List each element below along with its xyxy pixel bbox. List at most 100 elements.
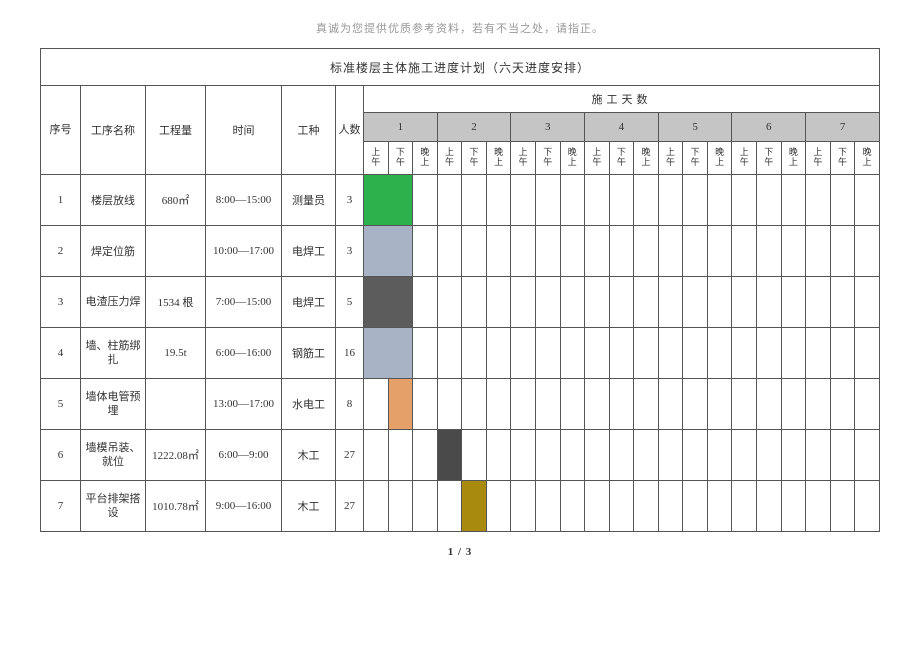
gantt-cell (486, 379, 511, 430)
table-row: 6墙模吊装、就位1222.08㎡6:00—9:00木工27 (41, 430, 880, 481)
gantt-cell (830, 277, 855, 328)
header-note: 真诚为您提供优质参考资料，若有不当之处，请指正。 (40, 20, 880, 36)
gantt-cell (535, 175, 560, 226)
cell-seq: 2 (41, 226, 81, 277)
cell-seq: 5 (41, 379, 81, 430)
gantt-cell (486, 175, 511, 226)
table-row: 1楼层放线680㎡8:00—15:00测量员3 (41, 175, 880, 226)
cell-time: 6:00—9:00 (206, 430, 282, 481)
gantt-cell (806, 277, 831, 328)
slot-header: 晚上 (560, 142, 585, 175)
slot-header: 上午 (585, 142, 610, 175)
cell-name: 电渣压力焊 (81, 277, 146, 328)
cell-qty (146, 226, 206, 277)
gantt-cell (806, 430, 831, 481)
table-row: 4墙、柱筋绑扎19.5t6:00—16:00钢筋工16 (41, 328, 880, 379)
gantt-cell (683, 481, 708, 532)
day-header: 3 (511, 113, 585, 142)
gantt-cell (609, 226, 634, 277)
gantt-cell (535, 328, 560, 379)
gantt-cell (609, 328, 634, 379)
gantt-cell (437, 328, 462, 379)
cell-people: 27 (336, 481, 364, 532)
slot-header: 下午 (462, 142, 487, 175)
gantt-cell (535, 379, 560, 430)
schedule-table: 标准楼层主体施工进度计划（六天进度安排） 序号 工序名称 工程量 时间 工种 人… (40, 48, 880, 532)
gantt-cell (609, 379, 634, 430)
gantt-bar (364, 175, 413, 226)
cell-work: 测量员 (282, 175, 336, 226)
gantt-cell (757, 379, 782, 430)
col-work: 工种 (282, 86, 336, 175)
page-number: 1 / 3 (40, 546, 880, 558)
gantt-cell (732, 277, 757, 328)
gantt-cell (781, 481, 806, 532)
gantt-cell (560, 226, 585, 277)
gantt-cell (658, 175, 683, 226)
gantt-cell (511, 430, 536, 481)
cell-work: 水电工 (282, 379, 336, 430)
cell-seq: 1 (41, 175, 81, 226)
gantt-cell (757, 430, 782, 481)
gantt-bar (364, 226, 413, 277)
gantt-cell (806, 379, 831, 430)
gantt-cell (781, 328, 806, 379)
cell-name: 墙体电管预埋 (81, 379, 146, 430)
gantt-cell (535, 430, 560, 481)
cell-seq: 3 (41, 277, 81, 328)
cell-work: 钢筋工 (282, 328, 336, 379)
gantt-cell (609, 277, 634, 328)
gantt-cell (781, 226, 806, 277)
gantt-cell (364, 481, 389, 532)
slot-header: 上午 (511, 142, 536, 175)
slot-header: 上午 (658, 142, 683, 175)
day-header: 4 (585, 113, 659, 142)
gantt-cell (781, 430, 806, 481)
cell-time: 13:00—17:00 (206, 379, 282, 430)
gantt-cell (511, 175, 536, 226)
cell-seq: 6 (41, 430, 81, 481)
gantt-cell (707, 430, 732, 481)
slot-header: 下午 (830, 142, 855, 175)
gantt-cell (806, 226, 831, 277)
gantt-bar (437, 430, 462, 481)
cell-time: 6:00—16:00 (206, 328, 282, 379)
gantt-cell (585, 379, 610, 430)
gantt-cell (560, 277, 585, 328)
cell-people: 3 (336, 226, 364, 277)
gantt-cell (855, 379, 880, 430)
gantt-cell (707, 277, 732, 328)
gantt-cell (806, 481, 831, 532)
cell-time: 8:00—15:00 (206, 175, 282, 226)
gantt-cell (634, 430, 659, 481)
slot-header: 晚上 (707, 142, 732, 175)
day-header: 7 (806, 113, 880, 142)
gantt-cell (732, 226, 757, 277)
gantt-cell (634, 481, 659, 532)
gantt-cell (781, 277, 806, 328)
cell-name: 墙、柱筋绑扎 (81, 328, 146, 379)
cell-qty: 19.5t (146, 328, 206, 379)
gantt-cell (462, 277, 487, 328)
days-caption: 施工天数 (364, 86, 880, 113)
gantt-cell (683, 175, 708, 226)
gantt-cell (364, 379, 389, 430)
gantt-cell (732, 430, 757, 481)
gantt-cell (511, 277, 536, 328)
cell-work: 电焊工 (282, 277, 336, 328)
cell-people: 3 (336, 175, 364, 226)
gantt-cell (486, 430, 511, 481)
cell-work: 木工 (282, 430, 336, 481)
gantt-cell (585, 226, 610, 277)
gantt-cell (388, 481, 413, 532)
gantt-cell (830, 328, 855, 379)
slot-header: 上午 (732, 142, 757, 175)
gantt-cell (732, 328, 757, 379)
gantt-cell (683, 328, 708, 379)
cell-people: 8 (336, 379, 364, 430)
gantt-cell (658, 379, 683, 430)
gantt-cell (855, 175, 880, 226)
gantt-cell (781, 379, 806, 430)
gantt-cell (364, 430, 389, 481)
slot-header: 下午 (609, 142, 634, 175)
